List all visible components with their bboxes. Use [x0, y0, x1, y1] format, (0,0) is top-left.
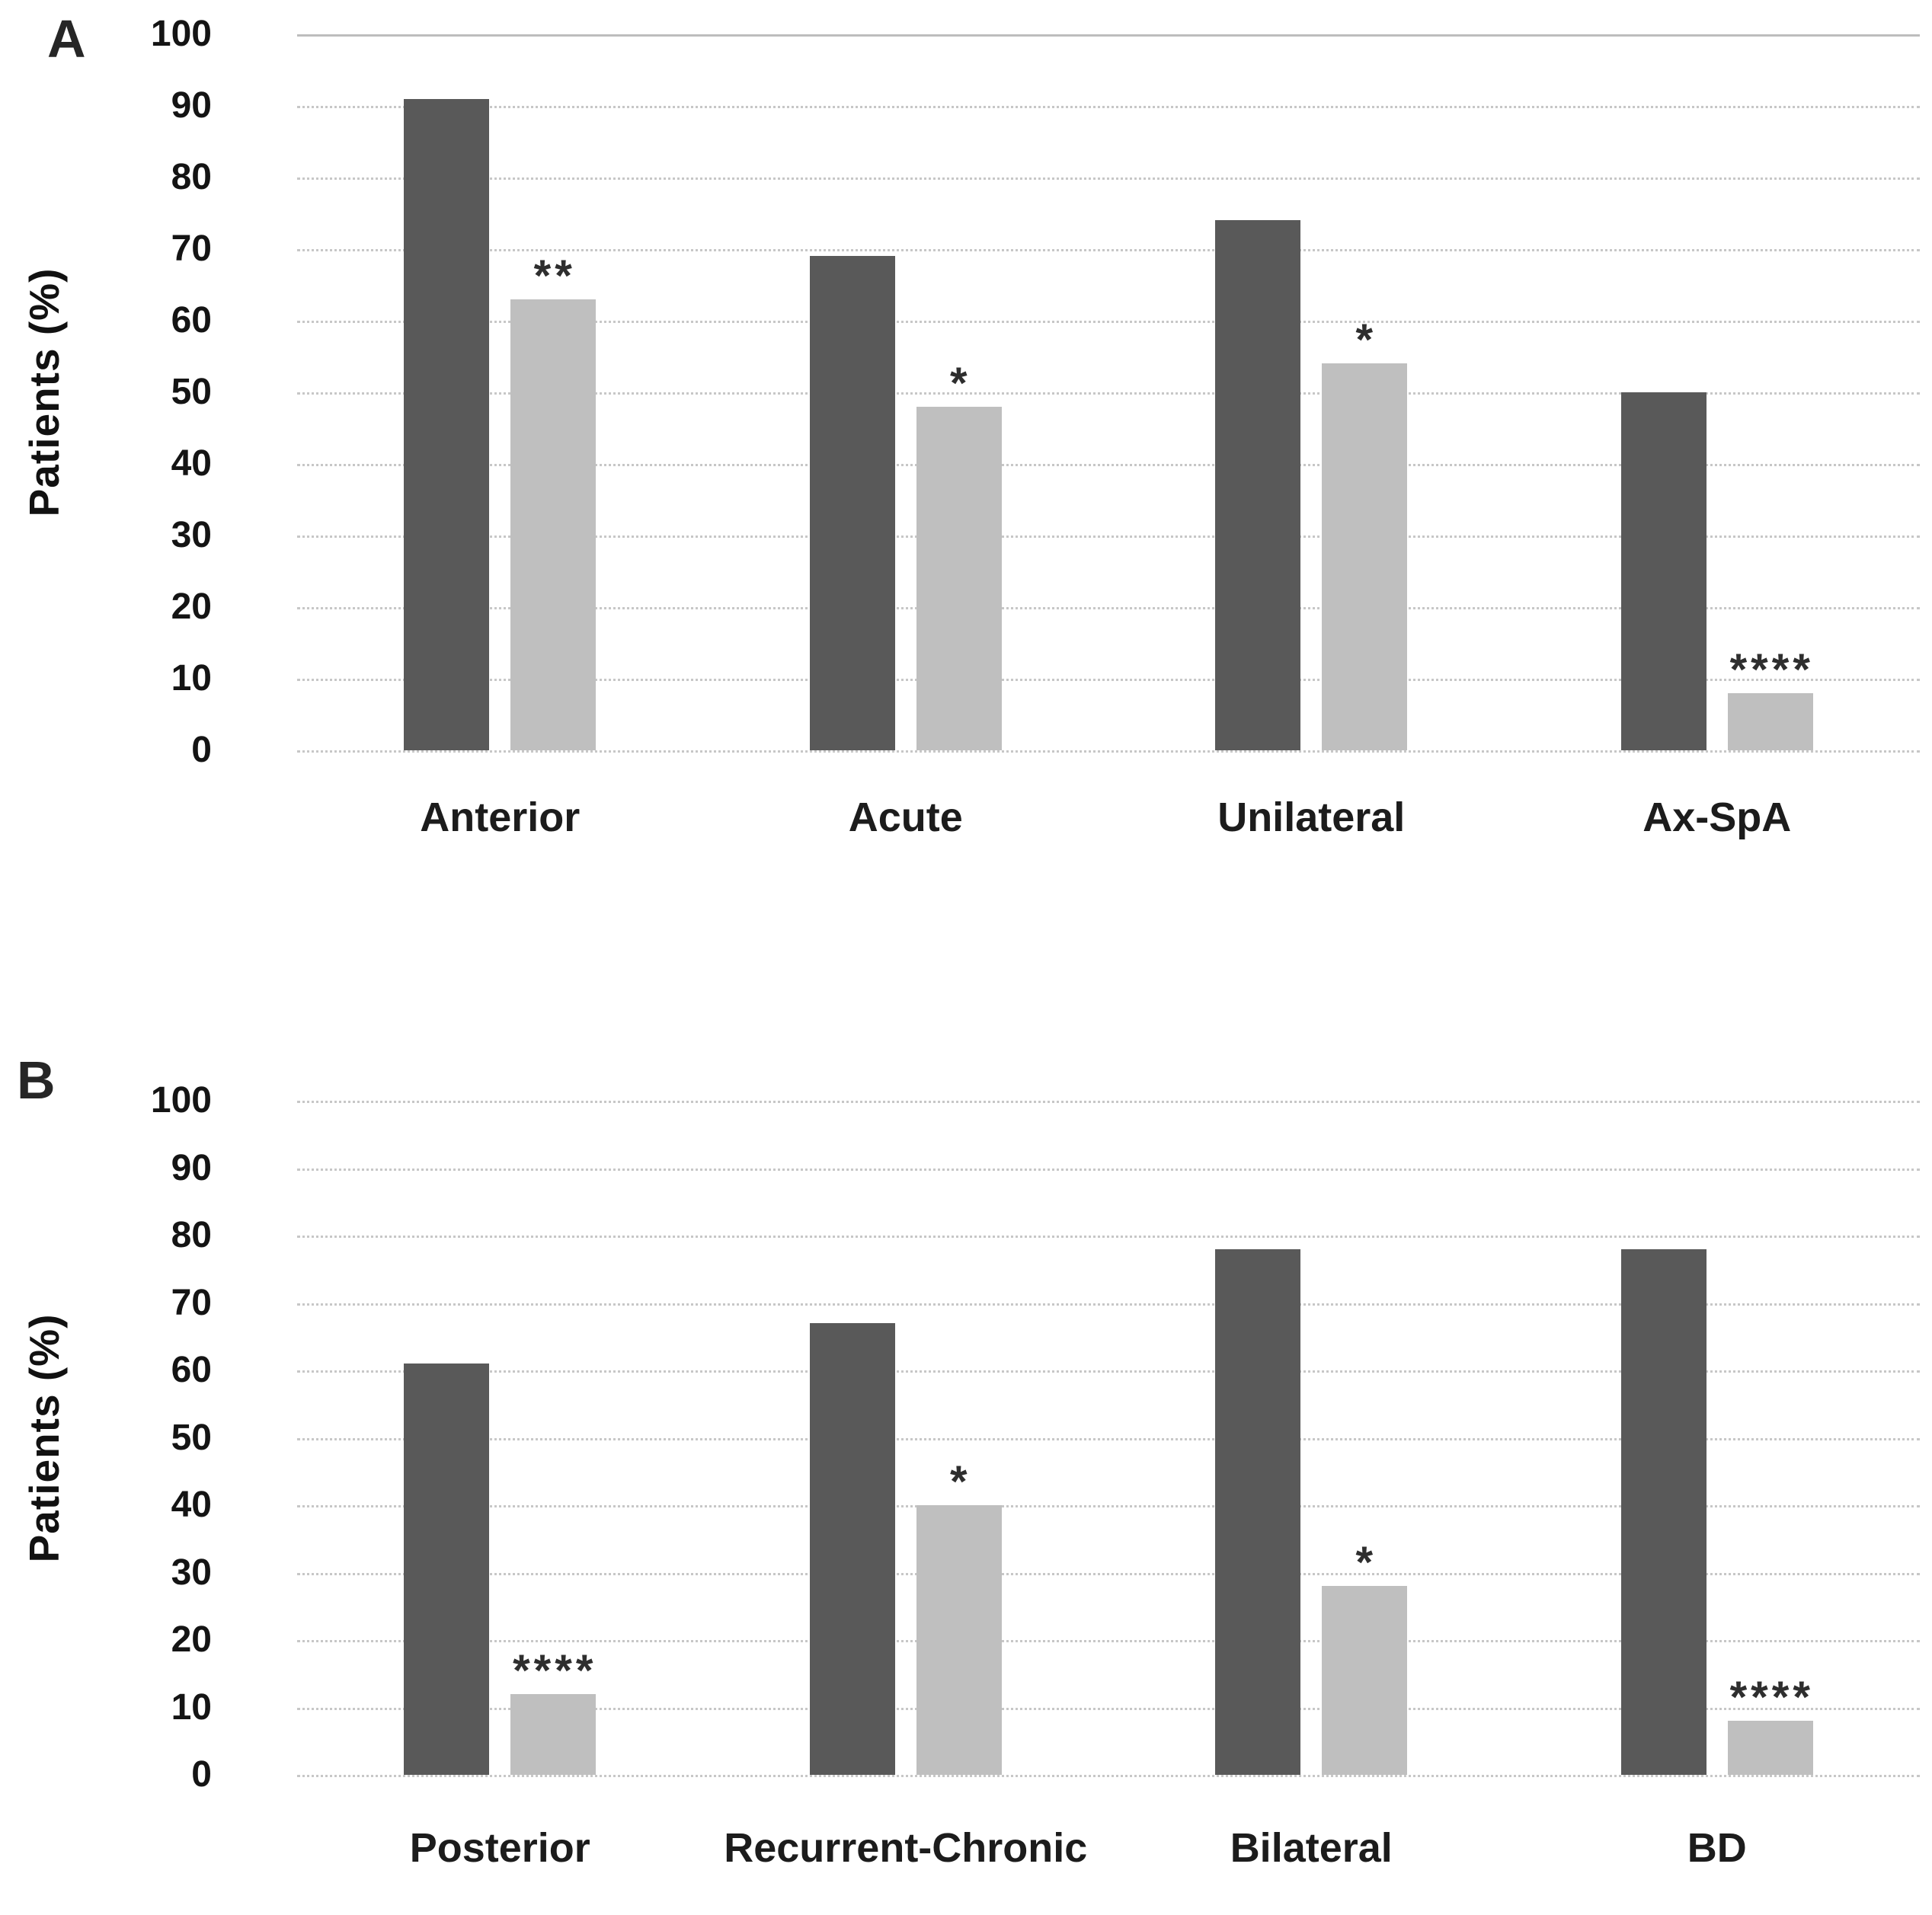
gridline-70 — [297, 1303, 1920, 1306]
y-tick-label: 60 — [171, 1350, 212, 1390]
gridline-90 — [297, 1168, 1920, 1171]
gridline-10 — [297, 1707, 1920, 1710]
panel-a: A Patients (%) 100 90 80 70 60 50 40 30 20 10 0 **… — [21, 9, 1920, 840]
category-label-acute: Acute — [848, 794, 963, 840]
bar-light-bilateral — [1322, 1586, 1408, 1775]
gridline-60 — [297, 321, 1920, 323]
bar-dark-posterior — [404, 1364, 490, 1775]
panel-a-letter: A — [47, 9, 86, 69]
panel-b-letter: B — [17, 1050, 56, 1110]
significance-marker-recurrent-chronic: * — [949, 1457, 971, 1507]
gridline-0 — [297, 750, 1920, 753]
category-label-unilateral: Unilateral — [1217, 794, 1406, 840]
y-tick-label: 0 — [191, 730, 212, 770]
y-tick-label: 50 — [171, 372, 212, 412]
gridline-40 — [297, 464, 1920, 466]
bar-dark-bilateral — [1215, 1248, 1301, 1775]
significance-marker-ax-spa: **** — [1729, 644, 1814, 695]
y-tick-label: 20 — [171, 587, 212, 627]
y-tick-label: 10 — [171, 1686, 212, 1728]
category-label-bd: BD — [1687, 1825, 1747, 1871]
y-tick-label: 40 — [171, 443, 212, 484]
y-tick-label: 0 — [191, 1754, 212, 1795]
category-label-recurrent-chronic: Recurrent-Chronic — [724, 1825, 1088, 1871]
gridline-0 — [297, 1775, 1920, 1777]
y-tick-label: 20 — [171, 1619, 212, 1660]
gridline-80 — [297, 177, 1920, 180]
gridline-20 — [297, 1640, 1920, 1642]
category-label-bilateral: Bilateral — [1230, 1825, 1393, 1871]
y-tick-label: 80 — [171, 157, 212, 197]
bar-dark-unilateral — [1215, 220, 1301, 750]
y-tick-label: 40 — [171, 1485, 212, 1525]
gridline-60 — [297, 1370, 1920, 1373]
bar-dark-bd — [1620, 1248, 1706, 1775]
panel-b-y-axis-title: Patients (%) — [21, 1313, 68, 1562]
y-tick-label: 100 — [150, 14, 212, 54]
y-tick-label: 90 — [171, 85, 212, 126]
gridline-50 — [297, 1437, 1920, 1440]
gridline-30 — [297, 535, 1920, 538]
category-label-anterior: Anterior — [420, 794, 581, 840]
bar-light-recurrent-chronic — [916, 1505, 1002, 1775]
panel-b-plot-area: **** * * **** — [297, 1101, 1920, 1777]
y-tick-label: 30 — [171, 1552, 212, 1593]
y-tick-label: 80 — [171, 1215, 212, 1255]
bar-light-ax-spa — [1727, 692, 1813, 750]
y-tick-label: 50 — [171, 1417, 212, 1458]
panel-a-y-axis-title: Patients (%) — [21, 267, 68, 517]
gridline-90 — [297, 106, 1920, 108]
significance-marker-bd: **** — [1729, 1673, 1814, 1723]
significance-marker-anterior: ** — [533, 251, 576, 301]
bar-light-anterior — [510, 299, 597, 750]
gridline-80 — [297, 1236, 1920, 1238]
y-tick-label: 30 — [171, 515, 212, 555]
category-label-ax-spa: Ax-SpA — [1643, 794, 1792, 840]
bar-light-unilateral — [1322, 363, 1408, 750]
y-tick-label: 60 — [171, 300, 212, 340]
category-label-posterior: Posterior — [409, 1825, 590, 1871]
bar-light-acute — [916, 406, 1002, 750]
gridline-100 — [297, 34, 1920, 37]
gridline-70 — [297, 249, 1920, 251]
bar-dark-ax-spa — [1620, 392, 1706, 750]
bar-dark-anterior — [404, 98, 490, 750]
y-tick-label: 90 — [171, 1147, 212, 1188]
y-tick-label: 10 — [171, 658, 212, 699]
significance-marker-acute: * — [949, 358, 971, 408]
panel-a-plot-area: ** * * **** — [297, 34, 1920, 753]
bar-light-bd — [1727, 1721, 1813, 1775]
gridline-50 — [297, 392, 1920, 395]
gridline-10 — [297, 679, 1920, 681]
significance-marker-unilateral: * — [1355, 315, 1377, 366]
bar-dark-recurrent-chronic — [809, 1323, 895, 1775]
gridline-100 — [297, 1101, 1920, 1103]
y-tick-label: 100 — [150, 1080, 212, 1121]
gridline-20 — [297, 607, 1920, 609]
y-tick-label: 70 — [171, 1282, 212, 1323]
gridline-40 — [297, 1505, 1920, 1507]
significance-marker-bilateral: * — [1355, 1538, 1377, 1588]
bar-dark-acute — [809, 256, 895, 750]
significance-marker-posterior: **** — [513, 1645, 597, 1696]
gridline-30 — [297, 1572, 1920, 1575]
y-tick-label: 70 — [171, 229, 212, 269]
bar-light-posterior — [510, 1693, 597, 1775]
panel-b: B Patients (%) 100 90 80 70 60 50 40 30 20 10 0 **… — [0, 958, 1932, 1915]
